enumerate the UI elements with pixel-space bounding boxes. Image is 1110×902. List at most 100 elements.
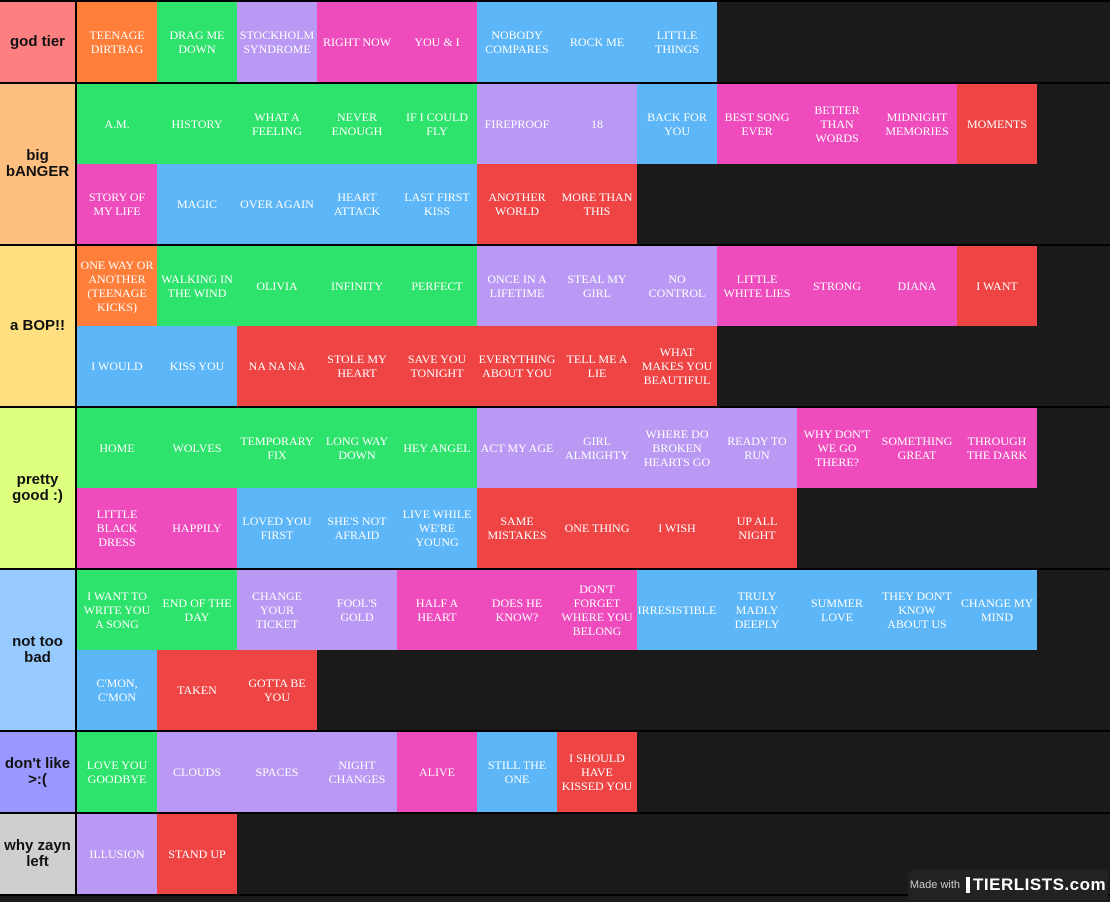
- song-tile[interactable]: MAGIC: [157, 164, 237, 244]
- song-tile[interactable]: STOLE MY HEART: [317, 326, 397, 406]
- song-tile[interactable]: YOU & I: [397, 2, 477, 82]
- song-tile[interactable]: HISTORY: [157, 84, 237, 164]
- song-tile[interactable]: INFINITY: [317, 246, 397, 326]
- song-tile[interactable]: LIVE WHILE WE'RE YOUNG: [397, 488, 477, 568]
- song-tile[interactable]: LITTLE WHITE LIES: [717, 246, 797, 326]
- song-tile[interactable]: SPACES: [237, 732, 317, 812]
- song-tile[interactable]: ALIVE: [397, 732, 477, 812]
- song-tile[interactable]: HEY ANGEL: [397, 408, 477, 488]
- song-tile[interactable]: HOME: [77, 408, 157, 488]
- song-tile[interactable]: ILLUSION: [77, 814, 157, 894]
- song-tile[interactable]: LOVED YOU FIRST: [237, 488, 317, 568]
- song-tile[interactable]: IF I COULD FLY: [397, 84, 477, 164]
- song-tile[interactable]: LITTLE BLACK DRESS: [77, 488, 157, 568]
- song-tile[interactable]: ONE THING: [557, 488, 637, 568]
- song-tile[interactable]: C'MON, C'MON: [77, 650, 157, 730]
- song-tile[interactable]: LOVE YOU GOODBYE: [77, 732, 157, 812]
- song-tile[interactable]: SAME MISTAKES: [477, 488, 557, 568]
- song-tile[interactable]: CHANGE MY MIND: [957, 570, 1037, 650]
- tier-label[interactable]: not too bad: [0, 570, 77, 730]
- song-tile[interactable]: GIRL ALMIGHTY: [557, 408, 637, 488]
- song-tile[interactable]: HAPPILY: [157, 488, 237, 568]
- song-tile[interactable]: RIGHT NOW: [317, 2, 397, 82]
- song-tile[interactable]: ONE WAY OR ANOTHER (TEENAGE KICKS): [77, 246, 157, 326]
- song-tile[interactable]: LAST FIRST KISS: [397, 164, 477, 244]
- song-tile[interactable]: A.M.: [77, 84, 157, 164]
- tier-label[interactable]: why zayn left: [0, 814, 77, 894]
- tier-label[interactable]: big bANGER: [0, 84, 77, 244]
- song-tile[interactable]: TAKEN: [157, 650, 237, 730]
- song-tile[interactable]: KISS YOU: [157, 326, 237, 406]
- song-tile[interactable]: BACK FOR YOU: [637, 84, 717, 164]
- song-tile[interactable]: FOOL'S GOLD: [317, 570, 397, 650]
- song-tile[interactable]: ANOTHER WORLD: [477, 164, 557, 244]
- song-tile[interactable]: BEST SONG EVER: [717, 84, 797, 164]
- song-tile[interactable]: STOCKHOLM SYNDROME: [237, 2, 317, 82]
- song-tile[interactable]: DRAG ME DOWN: [157, 2, 237, 82]
- song-tile[interactable]: WHY DON'T WE GO THERE?: [797, 408, 877, 488]
- song-tile[interactable]: SHE'S NOT AFRAID: [317, 488, 397, 568]
- song-tile[interactable]: I SHOULD HAVE KISSED YOU: [557, 732, 637, 812]
- song-tile[interactable]: BETTER THAN WORDS: [797, 84, 877, 164]
- tier-label[interactable]: pretty good :): [0, 408, 77, 568]
- song-tile[interactable]: CLOUDS: [157, 732, 237, 812]
- song-tile[interactable]: NO CONTROL: [637, 246, 717, 326]
- song-tile[interactable]: NA NA NA: [237, 326, 317, 406]
- song-tile[interactable]: WALKING IN THE WIND: [157, 246, 237, 326]
- song-tile[interactable]: SAVE YOU TONIGHT: [397, 326, 477, 406]
- song-tile[interactable]: TRULY MADLY DEEPLY: [717, 570, 797, 650]
- song-tile[interactable]: ROCK ME: [557, 2, 637, 82]
- song-tile[interactable]: OVER AGAIN: [237, 164, 317, 244]
- song-tile[interactable]: IRRESISTIBLE: [637, 570, 717, 650]
- song-tile[interactable]: LONG WAY DOWN: [317, 408, 397, 488]
- song-tile[interactable]: MIDNIGHT MEMORIES: [877, 84, 957, 164]
- song-tile[interactable]: NOBODY COMPARES: [477, 2, 557, 82]
- song-tile[interactable]: MORE THAN THIS: [557, 164, 637, 244]
- song-tile[interactable]: NIGHT CHANGES: [317, 732, 397, 812]
- tier-label[interactable]: a BOP!!: [0, 246, 77, 406]
- song-tile[interactable]: I WISH: [637, 488, 717, 568]
- song-tile[interactable]: STAND UP: [157, 814, 237, 894]
- song-tile[interactable]: DOES HE KNOW?: [477, 570, 557, 650]
- song-tile[interactable]: WHAT MAKES YOU BEAUTIFUL: [637, 326, 717, 406]
- song-tile[interactable]: THROUGH THE DARK: [957, 408, 1037, 488]
- song-tile[interactable]: TELL ME A LIE: [557, 326, 637, 406]
- song-tile[interactable]: STILL THE ONE: [477, 732, 557, 812]
- song-tile[interactable]: STORY OF MY LIFE: [77, 164, 157, 244]
- song-tile[interactable]: I WOULD: [77, 326, 157, 406]
- song-tile[interactable]: I WANT TO WRITE YOU A SONG: [77, 570, 157, 650]
- song-tile[interactable]: MOMENTS: [957, 84, 1037, 164]
- song-tile[interactable]: SUMMER LOVE: [797, 570, 877, 650]
- song-tile[interactable]: HEART ATTACK: [317, 164, 397, 244]
- song-tile[interactable]: DIANA: [877, 246, 957, 326]
- song-tile[interactable]: NEVER ENOUGH: [317, 84, 397, 164]
- song-tile[interactable]: SOMETHING GREAT: [877, 408, 957, 488]
- song-tile[interactable]: WHERE DO BROKEN HEARTS GO: [637, 408, 717, 488]
- song-tile[interactable]: STRONG: [797, 246, 877, 326]
- tier-label[interactable]: god tier: [0, 2, 77, 82]
- song-tile[interactable]: GOTTA BE YOU: [237, 650, 317, 730]
- song-tile[interactable]: ACT MY AGE: [477, 408, 557, 488]
- song-tile[interactable]: EVERYTHING ABOUT YOU: [477, 326, 557, 406]
- song-tile[interactable]: TEMPORARY FIX: [237, 408, 317, 488]
- song-tile[interactable]: OLIVIA: [237, 246, 317, 326]
- song-tile[interactable]: UP ALL NIGHT: [717, 488, 797, 568]
- song-tile[interactable]: WOLVES: [157, 408, 237, 488]
- tier-label[interactable]: don't like >:(: [0, 732, 77, 812]
- song-tile[interactable]: HALF A HEART: [397, 570, 477, 650]
- song-tile[interactable]: READY TO RUN: [717, 408, 797, 488]
- song-tile[interactable]: 18: [557, 84, 637, 164]
- song-tile[interactable]: STEAL MY GIRL: [557, 246, 637, 326]
- song-tile[interactable]: THEY DON'T KNOW ABOUT US: [877, 570, 957, 650]
- song-tile[interactable]: ONCE IN A LIFETIME: [477, 246, 557, 326]
- song-tile[interactable]: LITTLE THINGS: [637, 2, 717, 82]
- song-tile[interactable]: TEENAGE DIRTBAG: [77, 2, 157, 82]
- song-tile[interactable]: DON'T FORGET WHERE YOU BELONG: [557, 570, 637, 650]
- song-tile[interactable]: CHANGE YOUR TICKET: [237, 570, 317, 650]
- song-tile[interactable]: I WANT: [957, 246, 1037, 326]
- song-tile[interactable]: PERFECT: [397, 246, 477, 326]
- song-tile[interactable]: FIREPROOF: [477, 84, 557, 164]
- tierlists-watermark[interactable]: Made with TIERLISTS.com: [908, 870, 1108, 900]
- song-tile[interactable]: END OF THE DAY: [157, 570, 237, 650]
- song-tile[interactable]: WHAT A FEELING: [237, 84, 317, 164]
